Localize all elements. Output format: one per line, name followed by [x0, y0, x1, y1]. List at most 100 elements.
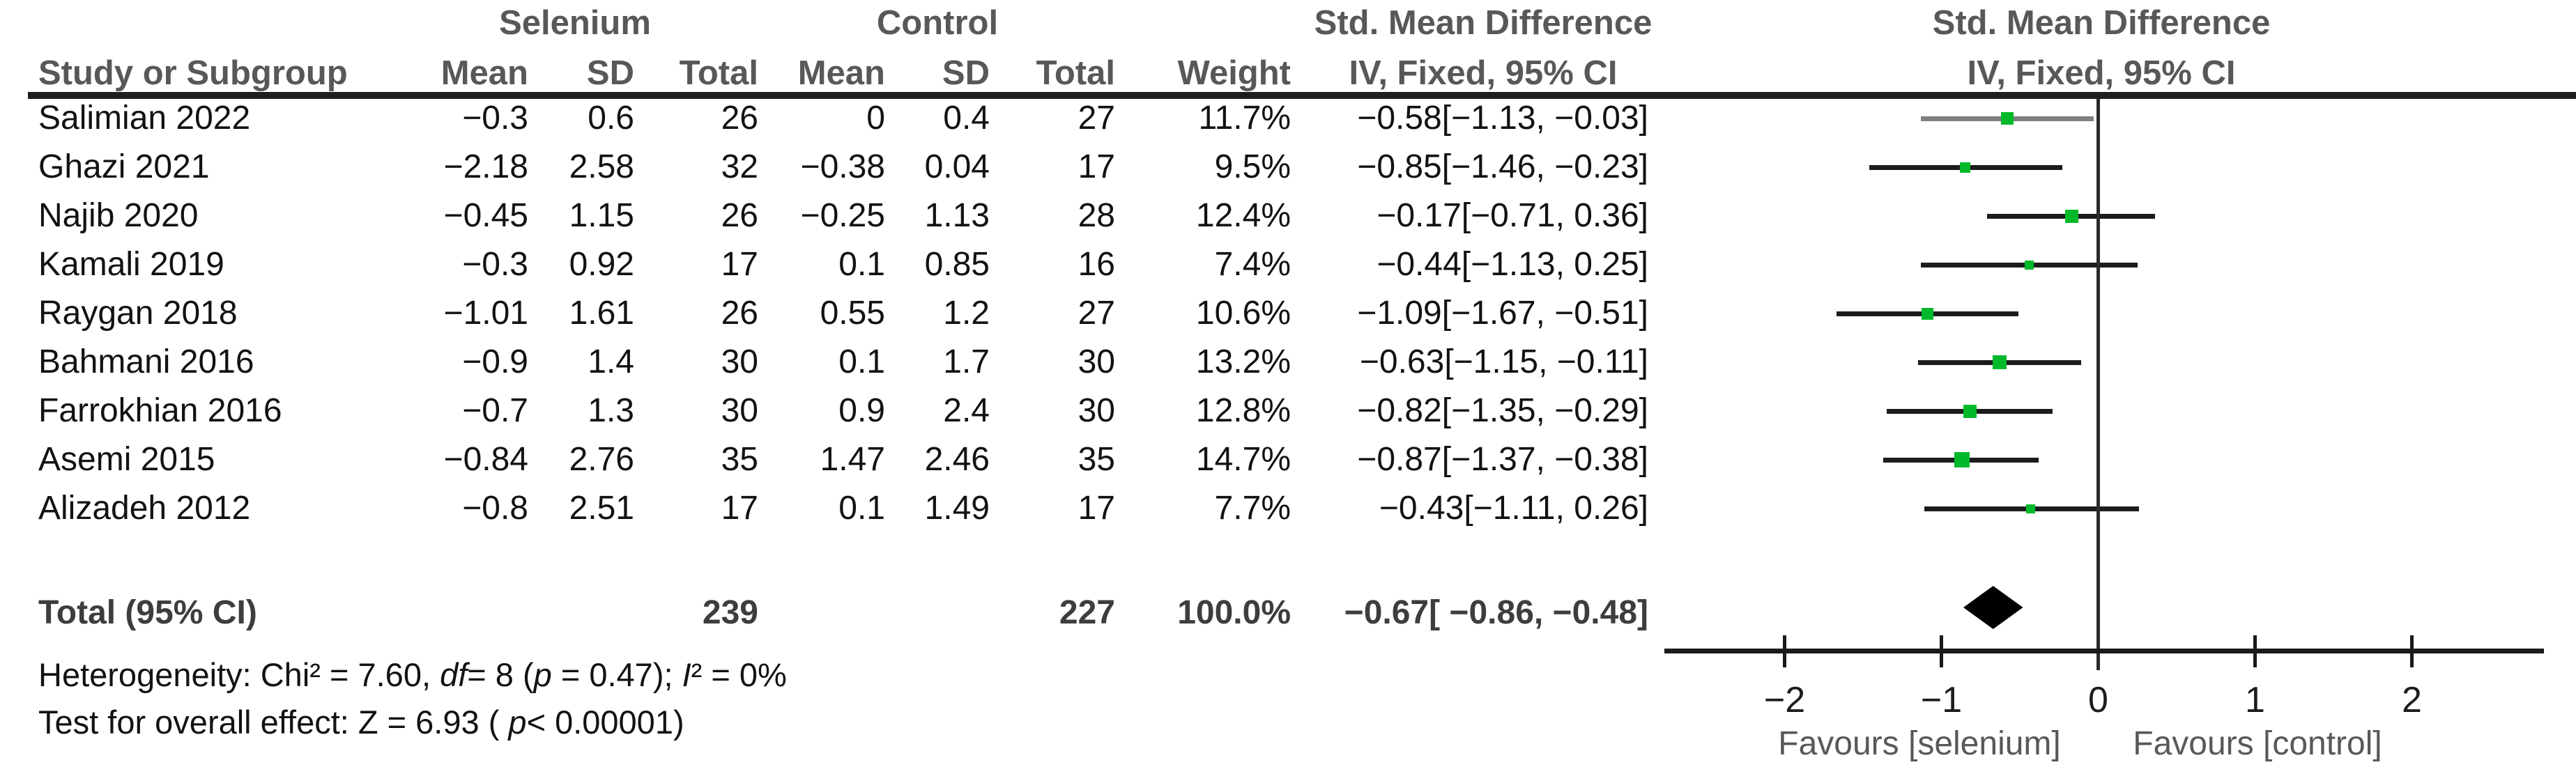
column-header-sel-sd: SD	[586, 54, 634, 92]
control-sd: 1.13	[924, 197, 990, 234]
control-mean: 0	[866, 100, 885, 137]
selenium-total: 30	[721, 392, 758, 429]
selenium-sd: 0.6	[588, 100, 634, 137]
control-sd: 2.46	[924, 441, 990, 478]
selenium-mean: −0.8	[462, 490, 528, 527]
zero-line	[2096, 99, 2100, 670]
x-tick-label: 2	[2402, 680, 2422, 720]
column-header-iv-right: IV, Fixed, 95% CI	[1967, 54, 2236, 92]
footnote-italic-term: p	[508, 704, 527, 741]
footnote-italic-term: I	[682, 656, 691, 693]
x-tick-label: −2	[1763, 680, 1806, 720]
total-control-n: 227	[1059, 594, 1115, 631]
study-name: Asemi 2015	[38, 441, 215, 478]
x-tick-label: −1	[1920, 680, 1963, 720]
study-name: Ghazi 2021	[38, 148, 210, 185]
effect-marker	[1954, 452, 1970, 467]
column-header-ctrl-total: Total	[1036, 54, 1115, 92]
footnote-line: Test for overall effect: Z = 6.93 ( p< 0…	[38, 701, 684, 744]
effect-marker	[1922, 308, 1933, 320]
column-header-ctrl-sd: SD	[942, 54, 990, 92]
footnote-text: Heterogeneity: Chi² = 7.60,	[38, 656, 440, 693]
control-total: 35	[1078, 441, 1115, 478]
selenium-mean: −0.3	[462, 246, 528, 283]
effect-marker	[2001, 112, 2014, 125]
weight: 12.8%	[1195, 392, 1291, 429]
study-name: Raygan 2018	[38, 295, 238, 332]
control-total: 30	[1078, 392, 1115, 429]
effect-marker	[2026, 504, 2035, 513]
effect-marker	[1963, 405, 1977, 418]
weight: 11.7%	[1198, 100, 1291, 137]
footnote-line: Heterogeneity: Chi² = 7.60, df= 8 (p = 0…	[38, 653, 787, 697]
selenium-sd: 1.15	[569, 197, 634, 234]
weight: 7.4%	[1214, 246, 1291, 283]
weight: 7.7%	[1214, 490, 1291, 527]
total-weight: 100.0%	[1177, 594, 1291, 631]
control-sd: 0.85	[924, 246, 990, 283]
selenium-total: 30	[721, 343, 758, 380]
control-mean: 1.47	[820, 441, 885, 478]
x-tick-label: 1	[2245, 680, 2265, 720]
footnote-text: < 0.00001)	[526, 704, 684, 741]
weight: 12.4%	[1195, 197, 1291, 234]
ci-text: −0.43[−1.11, 0.26]	[1379, 490, 1648, 527]
study-name: Kamali 2019	[38, 246, 224, 283]
control-mean: 0.1	[838, 490, 885, 527]
control-total: 16	[1078, 246, 1115, 283]
header-rule	[28, 92, 2576, 99]
selenium-total: 26	[721, 197, 758, 234]
selenium-mean: −1.01	[443, 295, 528, 332]
column-header-weight: Weight	[1177, 54, 1291, 92]
control-sd: 0.4	[943, 100, 990, 137]
total-selenium-n: 239	[702, 594, 758, 631]
control-total: 17	[1078, 148, 1115, 185]
control-mean: −0.25	[800, 197, 885, 234]
selenium-mean: −0.84	[443, 441, 528, 478]
selenium-mean: −0.3	[462, 100, 528, 137]
selenium-sd: 2.51	[569, 490, 634, 527]
effect-marker	[2065, 210, 2078, 223]
footnote-text: = 8 (	[467, 656, 534, 693]
study-name: Alizadeh 2012	[38, 490, 251, 527]
study-name: Najib 2020	[38, 197, 199, 234]
study-name: Salimian 2022	[38, 100, 251, 137]
footnote-italic-term: p	[533, 656, 552, 693]
effect-marker	[1960, 162, 1970, 173]
control-mean: 0.1	[838, 343, 885, 380]
ci-text: −1.09[−1.67, −0.51]	[1357, 295, 1648, 332]
column-header-sel-total: Total	[679, 54, 758, 92]
column-header-ctrl-mean: Mean	[797, 54, 885, 92]
column-header-iv-left: IV, Fixed, 95% CI	[1349, 54, 1618, 92]
ci-text: −0.63[−1.15, −0.11]	[1359, 343, 1648, 380]
control-mean: 0.55	[820, 295, 885, 332]
total-ci-text: −0.67[ −0.86, −0.48]	[1344, 594, 1648, 631]
ci-text: −0.85[−1.46, −0.23]	[1357, 148, 1648, 185]
selenium-mean: −0.45	[443, 197, 528, 234]
pooled-diamond	[1963, 586, 2023, 629]
column-header-sel-mean: Mean	[440, 54, 528, 92]
control-sd: 1.7	[943, 343, 990, 380]
weight: 14.7%	[1195, 441, 1291, 478]
selenium-sd: 2.58	[569, 148, 634, 185]
selenium-total: 26	[721, 100, 758, 137]
footnote-text: = 0.47);	[551, 656, 682, 693]
selenium-total: 26	[721, 295, 758, 332]
footnote-italic-term: df	[440, 656, 468, 693]
weight: 9.5%	[1214, 148, 1291, 185]
column-header-smd-right: Std. Mean Difference	[1932, 4, 2271, 42]
footnote-text: Test for overall effect: Z = 6.93 (	[38, 704, 509, 741]
control-sd: 2.4	[943, 392, 990, 429]
ci-text: −0.58[−1.13, −0.03]	[1357, 100, 1648, 137]
ci-text: −0.87[−1.37, −0.38]	[1357, 441, 1648, 478]
column-header-study: Study or Subgroup	[38, 54, 348, 92]
selenium-total: 32	[721, 148, 758, 185]
selenium-sd: 1.4	[588, 343, 634, 380]
control-sd: 1.49	[924, 490, 990, 527]
selenium-sd: 1.61	[569, 295, 634, 332]
control-total: 28	[1078, 197, 1115, 234]
selenium-mean: −0.9	[462, 343, 528, 380]
selenium-sd: 1.3	[588, 392, 634, 429]
footnote-text: ² = 0%	[691, 656, 787, 693]
study-name: Farrokhian 2016	[38, 392, 282, 429]
